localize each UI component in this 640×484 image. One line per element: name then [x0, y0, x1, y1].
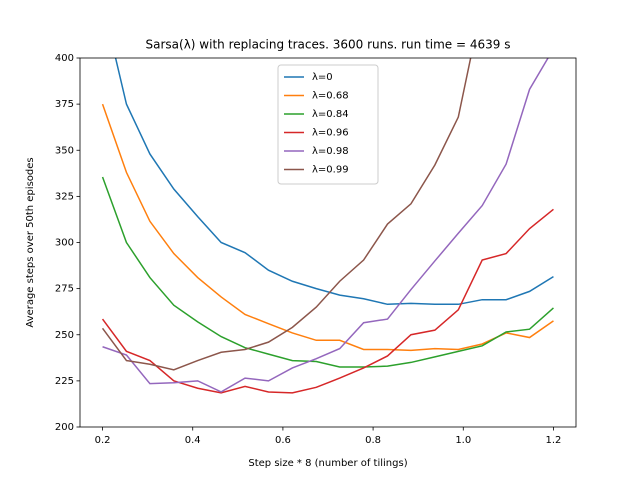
x-tick-label: 0.4 — [185, 435, 201, 446]
x-tick-label: 1.0 — [455, 435, 471, 446]
x-tick-label: 0.8 — [365, 435, 381, 446]
y-tick-label: 275 — [55, 284, 74, 295]
y-tick-label: 200 — [55, 422, 74, 433]
x-tick-label: 0.2 — [95, 435, 111, 446]
line-series — [101, 58, 472, 371]
y-tick-label: 350 — [55, 145, 74, 156]
chart-title: Sarsa(λ) with replacing traces. 3600 run… — [146, 38, 511, 52]
line-series — [101, 103, 554, 352]
y-tick-label: 325 — [55, 191, 74, 202]
axes-frame — [79, 57, 577, 428]
line-series — [101, 176, 554, 368]
y-axis-label: Average steps over 50th episodes — [25, 157, 36, 327]
y-tick-label: 300 — [55, 238, 74, 249]
line-series — [114, 58, 554, 306]
plot-lines — [101, 58, 554, 394]
x-tick-label: 0.6 — [275, 435, 291, 446]
line-series — [102, 58, 549, 393]
x-axis-label: Step size * 8 (number of tilings) — [248, 458, 407, 469]
legend-label: λ=0.68 — [312, 91, 349, 102]
legend-label: λ=0.98 — [312, 146, 349, 157]
y-tick-label: 225 — [55, 376, 74, 387]
y-tick-label: 250 — [55, 330, 74, 341]
y-tick-label: 400 — [55, 53, 74, 64]
legend-label: λ=0.96 — [312, 128, 349, 139]
legend-label: λ=0.84 — [312, 109, 349, 120]
legend-label: λ=0 — [312, 72, 333, 83]
x-tick-label: 1.2 — [546, 435, 562, 446]
y-tick-label: 375 — [55, 99, 74, 110]
legend-label: λ=0.99 — [312, 165, 349, 176]
